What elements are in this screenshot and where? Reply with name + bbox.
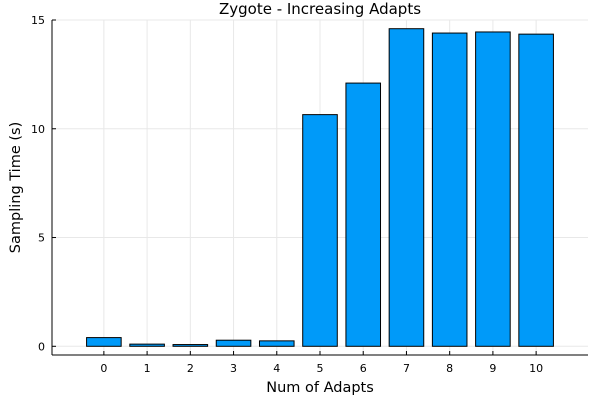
x-tick-label: 9 (489, 362, 496, 375)
bar-6 (345, 82, 382, 347)
y-tick-label: 15 (31, 14, 45, 27)
x-tick-label: 6 (360, 362, 367, 375)
bar-7 (388, 28, 425, 347)
bar-2 (172, 344, 209, 347)
x-tick-label: 4 (273, 362, 280, 375)
y-tick-label: 0 (38, 340, 45, 353)
bar-9 (475, 31, 511, 347)
x-tick-label: 0 (100, 362, 107, 375)
x-tick-label: 2 (187, 362, 194, 375)
y-tick-label: 10 (31, 123, 45, 136)
y-tick-label: 5 (38, 232, 45, 245)
bar-8 (431, 32, 468, 347)
bar-3 (215, 339, 252, 347)
bar-1 (129, 343, 165, 347)
bars (86, 28, 554, 347)
x-tick-label: 7 (403, 362, 410, 375)
chart-title: Zygote - Increasing Adapts (219, 0, 421, 18)
x-tick-label: 5 (317, 362, 324, 375)
x-axis-ticks: 0 1 2 3 4 5 6 7 8 9 10 (100, 351, 543, 375)
x-axis-label: Num of Adapts (266, 380, 374, 396)
bar-0 (86, 337, 122, 347)
bar-5 (302, 114, 338, 347)
x-tick-label: 1 (144, 362, 151, 375)
x-tick-label: 3 (230, 362, 237, 375)
x-tick-label: 10 (529, 362, 543, 375)
y-axis-ticks: 0 5 10 15 (31, 14, 56, 353)
bar-10 (518, 33, 554, 347)
bar-4 (258, 340, 295, 347)
x-tick-label: 8 (446, 362, 453, 375)
y-axis-label: Sampling Time (s) (8, 122, 24, 253)
